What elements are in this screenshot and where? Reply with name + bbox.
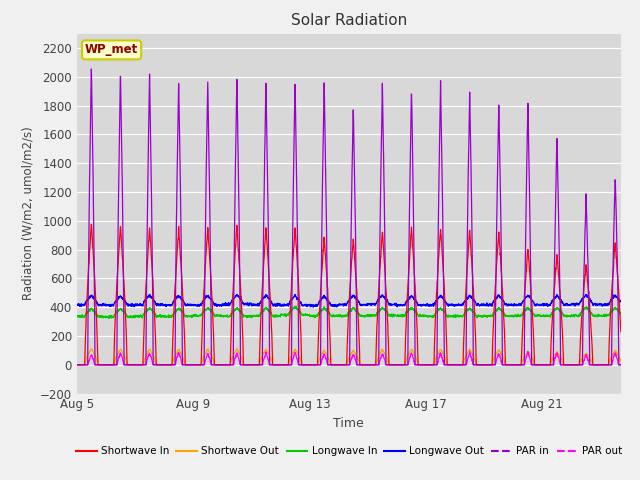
Shortwave Out [626, 362, 634, 368]
Shortwave Out [73, 362, 81, 368]
Longwave Out [423, 301, 431, 307]
Longwave Out [626, 302, 634, 308]
Shortwave In [423, 362, 431, 368]
Longwave In [626, 312, 634, 318]
PAR out [422, 362, 430, 368]
Longwave Out [310, 304, 317, 310]
Shortwave Out [233, 346, 241, 351]
Longwave In [576, 312, 584, 317]
Longwave In [355, 312, 363, 318]
Longwave In [423, 314, 431, 320]
Shortwave In [491, 299, 499, 304]
Longwave Out [233, 292, 241, 298]
Shortwave In [73, 362, 81, 368]
Longwave In [73, 313, 81, 319]
PAR in [423, 362, 431, 368]
PAR out [576, 362, 584, 368]
Shortwave In [626, 362, 634, 368]
Shortwave Out [491, 355, 499, 360]
Longwave In [124, 313, 131, 319]
Longwave Out [491, 296, 499, 302]
Line: PAR in: PAR in [77, 69, 630, 365]
Longwave In [291, 303, 299, 309]
PAR out [124, 362, 131, 368]
PAR out [358, 362, 366, 368]
Line: PAR out: PAR out [77, 351, 630, 365]
Line: Longwave Out: Longwave Out [77, 295, 630, 307]
Longwave Out [355, 300, 363, 306]
Longwave In [491, 310, 499, 315]
Line: Shortwave In: Shortwave In [77, 224, 630, 365]
PAR in [73, 362, 81, 368]
Shortwave In [124, 362, 131, 368]
Shortwave Out [355, 359, 363, 365]
Longwave Out [124, 302, 131, 308]
X-axis label: Time: Time [333, 417, 364, 430]
Shortwave In [355, 336, 363, 342]
Shortwave Out [124, 362, 131, 368]
Shortwave Out [359, 362, 367, 368]
Shortwave Out [576, 361, 584, 367]
PAR out [524, 348, 532, 354]
Legend: Shortwave In, Shortwave Out, Longwave In, Longwave Out, PAR in, PAR out: Shortwave In, Shortwave Out, Longwave In… [72, 442, 626, 460]
Longwave Out [359, 301, 367, 307]
PAR in [355, 362, 363, 368]
Shortwave In [88, 221, 95, 227]
Text: WP_met: WP_met [85, 43, 138, 56]
Shortwave Out [423, 362, 431, 368]
PAR out [355, 362, 363, 368]
PAR in [576, 362, 584, 368]
Longwave In [105, 315, 113, 321]
PAR in [626, 362, 634, 368]
Longwave Out [576, 299, 584, 305]
PAR out [626, 362, 634, 368]
Y-axis label: Radiation (W/m2, umol/m2/s): Radiation (W/m2, umol/m2/s) [21, 127, 35, 300]
Title: Solar Radiation: Solar Radiation [291, 13, 407, 28]
PAR in [124, 362, 131, 368]
Line: Shortwave Out: Shortwave Out [77, 348, 630, 365]
Shortwave In [576, 357, 584, 363]
Line: Longwave In: Longwave In [77, 306, 630, 318]
PAR out [490, 362, 498, 368]
PAR in [88, 66, 95, 72]
Longwave In [359, 312, 367, 318]
PAR out [73, 362, 81, 368]
PAR in [359, 362, 367, 368]
PAR in [491, 362, 499, 368]
Longwave Out [73, 301, 81, 307]
Shortwave In [359, 362, 367, 368]
